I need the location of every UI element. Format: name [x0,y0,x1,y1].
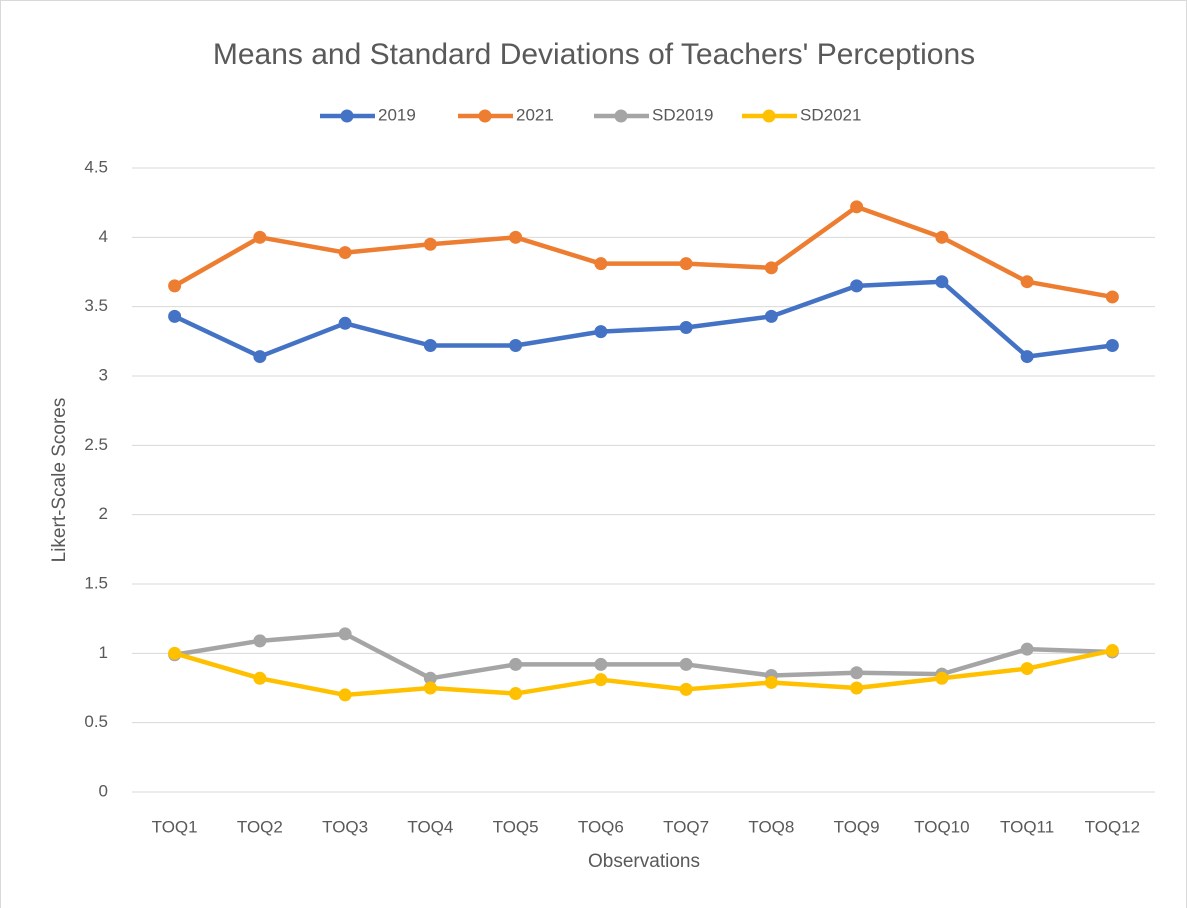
marker [764,261,778,275]
marker [168,309,182,323]
x-tick-label: TOQ11 [1000,817,1054,836]
series-line [172,204,1115,300]
marker [253,671,267,685]
x-tick-label: TOQ12 [1085,817,1140,836]
x-tick-label: TOQ10 [914,817,969,836]
series-line [172,648,1115,698]
x-tick-label: TOQ1 [152,817,198,836]
marker [850,279,864,293]
marker [168,646,182,660]
marker [1105,338,1119,352]
marker [679,657,693,671]
y-tick-label: 2.5 [84,435,108,454]
marker [253,230,267,244]
marker [423,338,437,352]
series-line [172,279,1115,359]
marker [1020,350,1034,364]
marker [679,682,693,696]
marker [764,675,778,689]
x-tick-label: TOQ7 [663,817,709,836]
marker [423,237,437,251]
y-tick-label: 1.5 [84,573,108,592]
chart-title: Means and Standard Deviations of Teacher… [213,38,975,71]
y-tick-label: 4 [99,227,108,246]
marker [679,320,693,334]
marker [423,671,437,685]
x-tick-label: TOQ2 [237,817,283,836]
y-tick-label: 3 [99,365,108,384]
marker [594,673,608,687]
marker [338,316,352,330]
legend-label: SD2019 [652,105,713,124]
y-axis-title: Likert-Scale Scores [49,398,70,563]
y-tick-label: 1 [99,643,108,662]
marker [679,257,693,271]
series-line [172,631,1115,681]
marker [935,671,949,685]
x-tick-label: TOQ8 [748,817,794,836]
marker [509,657,523,671]
x-tick-label: TOQ6 [578,817,624,836]
legend-label: 2021 [516,105,554,124]
marker [850,666,864,680]
legend-marker [762,109,776,123]
marker [1105,290,1119,304]
marker [764,309,778,323]
marker [423,681,437,695]
x-tick-label: TOQ9 [834,817,880,836]
marker [594,657,608,671]
marker [850,681,864,695]
legend-label: SD2021 [800,105,861,124]
x-tick-label: TOQ4 [407,817,453,836]
y-tick-label: 0 [99,781,108,800]
y-tick-label: 4.5 [84,157,108,176]
marker [168,279,182,293]
y-tick-label: 3.5 [84,296,108,315]
x-axis-title: Observations [588,851,700,872]
marker [1020,662,1034,676]
marker [850,200,864,214]
legend-marker [478,109,492,123]
marker [338,627,352,641]
x-tick-label: TOQ5 [493,817,539,836]
y-tick-label: 2 [99,504,108,523]
marker [935,275,949,289]
marker [1020,275,1034,289]
marker [594,257,608,271]
legend-marker [614,109,628,123]
marker [1020,642,1034,656]
legend-marker [340,109,354,123]
marker [253,634,267,648]
legend-label: 2019 [378,105,416,124]
marker [338,688,352,702]
marker [509,338,523,352]
marker [509,687,523,701]
y-tick-label: 0.5 [84,712,108,731]
marker [935,230,949,244]
marker [509,230,523,244]
marker [1105,644,1119,658]
marker [253,350,267,364]
x-tick-label: TOQ3 [322,817,368,836]
marker [338,246,352,260]
marker [594,325,608,339]
